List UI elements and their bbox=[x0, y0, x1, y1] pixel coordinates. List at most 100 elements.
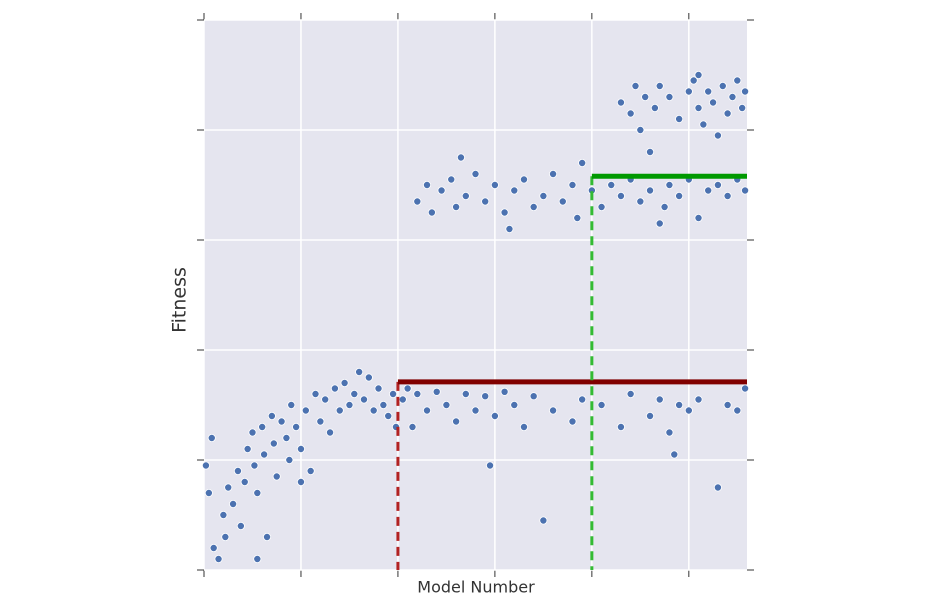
point bbox=[243, 444, 252, 453]
point bbox=[626, 389, 635, 398]
point bbox=[326, 428, 335, 437]
point bbox=[442, 400, 451, 409]
point bbox=[741, 186, 750, 195]
point bbox=[578, 395, 587, 404]
point bbox=[519, 175, 528, 184]
point bbox=[529, 202, 538, 211]
point bbox=[447, 175, 456, 184]
point bbox=[233, 466, 242, 475]
point bbox=[301, 406, 310, 415]
y-axis-label: Fitness bbox=[169, 267, 191, 333]
point bbox=[713, 131, 722, 140]
point bbox=[287, 400, 296, 409]
point bbox=[723, 109, 732, 118]
point bbox=[500, 208, 509, 217]
point bbox=[597, 202, 606, 211]
point bbox=[529, 392, 538, 401]
point bbox=[694, 213, 703, 222]
point bbox=[733, 76, 742, 85]
point bbox=[510, 186, 519, 195]
point bbox=[694, 395, 703, 404]
point bbox=[379, 400, 388, 409]
point bbox=[248, 428, 257, 437]
point bbox=[250, 461, 259, 470]
point bbox=[510, 400, 519, 409]
point bbox=[269, 439, 278, 448]
point bbox=[704, 87, 713, 96]
point bbox=[214, 555, 223, 564]
point bbox=[321, 395, 330, 404]
point bbox=[471, 406, 480, 415]
point bbox=[471, 169, 480, 178]
point bbox=[636, 126, 645, 135]
point bbox=[253, 555, 262, 564]
point bbox=[306, 466, 315, 475]
point bbox=[345, 400, 354, 409]
point bbox=[728, 93, 737, 102]
point bbox=[718, 82, 727, 91]
point bbox=[364, 373, 373, 382]
point bbox=[204, 488, 213, 497]
point bbox=[272, 472, 281, 481]
point bbox=[578, 158, 587, 167]
point bbox=[641, 93, 650, 102]
point bbox=[240, 477, 249, 486]
point bbox=[452, 202, 461, 211]
point bbox=[316, 417, 325, 426]
point bbox=[505, 224, 514, 233]
point bbox=[713, 483, 722, 492]
point bbox=[427, 208, 436, 217]
point bbox=[490, 180, 499, 189]
point bbox=[733, 406, 742, 415]
point bbox=[539, 191, 548, 200]
point bbox=[568, 180, 577, 189]
point bbox=[350, 389, 359, 398]
point bbox=[738, 104, 747, 113]
point bbox=[277, 417, 286, 426]
point bbox=[403, 384, 412, 393]
point bbox=[670, 450, 679, 459]
point bbox=[675, 400, 684, 409]
point bbox=[481, 392, 490, 401]
point bbox=[636, 197, 645, 206]
point bbox=[655, 395, 664, 404]
point bbox=[481, 197, 490, 206]
point bbox=[311, 389, 320, 398]
point bbox=[236, 522, 245, 531]
point bbox=[558, 197, 567, 206]
point bbox=[355, 367, 364, 376]
point bbox=[646, 411, 655, 420]
point bbox=[221, 533, 230, 542]
point bbox=[263, 533, 272, 542]
point bbox=[626, 109, 635, 118]
point bbox=[616, 422, 625, 431]
point bbox=[282, 433, 291, 442]
point bbox=[699, 120, 708, 129]
point bbox=[490, 411, 499, 420]
point bbox=[549, 406, 558, 415]
point bbox=[650, 104, 659, 113]
point bbox=[723, 191, 732, 200]
point bbox=[335, 406, 344, 415]
point bbox=[741, 87, 750, 96]
point bbox=[616, 191, 625, 200]
point bbox=[408, 422, 417, 431]
point bbox=[219, 510, 228, 519]
point bbox=[597, 400, 606, 409]
point bbox=[413, 389, 422, 398]
point bbox=[267, 411, 276, 420]
point bbox=[285, 455, 294, 464]
point bbox=[655, 82, 664, 91]
point bbox=[675, 115, 684, 124]
point bbox=[616, 98, 625, 107]
point bbox=[253, 488, 262, 497]
point bbox=[486, 461, 495, 470]
point bbox=[201, 461, 210, 470]
point bbox=[689, 76, 698, 85]
point bbox=[519, 422, 528, 431]
point bbox=[452, 417, 461, 426]
point bbox=[260, 450, 269, 459]
point bbox=[723, 400, 732, 409]
